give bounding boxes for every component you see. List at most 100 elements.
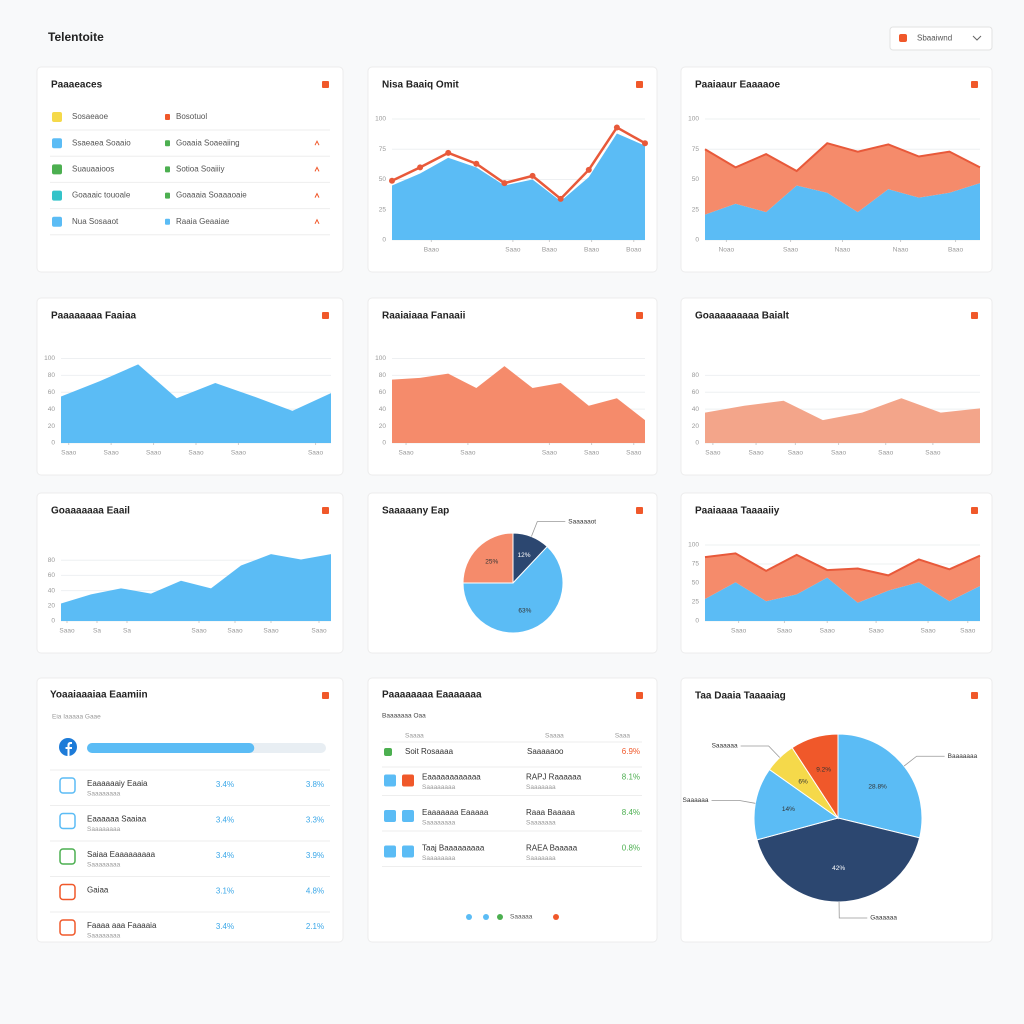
row-icon xyxy=(59,812,76,830)
dropdown[interactable] xyxy=(889,26,993,51)
y-tick-label: 25 xyxy=(692,599,700,606)
y-tick-label: 80 xyxy=(379,372,387,379)
row-value: 3.4% xyxy=(216,780,234,789)
leader-line xyxy=(711,800,756,804)
y-tick-label: 100 xyxy=(688,116,699,123)
leader-line xyxy=(740,745,781,758)
y-tick-label: 0 xyxy=(382,440,386,447)
pager-dot[interactable] xyxy=(466,914,472,920)
row-arrow xyxy=(314,192,320,198)
row-value: Sotioa Soaiiiy xyxy=(176,165,224,174)
card-menu-icon[interactable] xyxy=(636,312,643,319)
line-point xyxy=(613,124,620,131)
slice-label: 63% xyxy=(518,607,531,614)
y-tick-label: 75 xyxy=(379,146,387,153)
x-tick-label: Baao xyxy=(542,247,558,254)
row-icon xyxy=(52,216,62,227)
progress-fill xyxy=(87,743,255,753)
series-area xyxy=(705,577,980,621)
line-point xyxy=(389,177,395,184)
chart-title: Paaaaaaaa Faaiaa xyxy=(51,311,137,322)
pie-slice xyxy=(462,532,514,584)
card-menu-icon[interactable] xyxy=(322,692,329,699)
x-tick-label: Saao xyxy=(311,628,327,635)
pager-dot[interactable] xyxy=(553,914,559,920)
column-header: Saaaa xyxy=(405,733,424,740)
row-icon xyxy=(59,883,76,901)
dropdown-caret xyxy=(972,35,982,41)
slice-label: 28.8% xyxy=(868,784,887,791)
row-sub: Saaaaaaa xyxy=(526,784,556,791)
x-tick-label: Saao xyxy=(227,628,243,635)
panel-title: Yoaaiaaaiaa Eaamiin xyxy=(50,690,148,701)
slice-callout: Saaaaaa xyxy=(683,797,709,804)
y-tick-label: 80 xyxy=(48,372,56,379)
x-tick-label: Saao xyxy=(878,450,894,457)
x-tick-label: Saao xyxy=(960,628,976,635)
card-menu-icon[interactable] xyxy=(636,81,643,88)
series-line xyxy=(391,125,646,201)
y-tick-label: 60 xyxy=(48,389,56,396)
x-tick-label: Saao xyxy=(61,450,77,457)
row-icon xyxy=(52,112,62,122)
row-arrow xyxy=(314,218,320,225)
card-menu-icon[interactable] xyxy=(322,312,329,319)
pager-dot[interactable] xyxy=(483,914,489,920)
row-value: 3.4% xyxy=(216,816,234,825)
row-name: Eaaaaaa Saaiaa xyxy=(87,815,147,824)
card-menu-icon[interactable] xyxy=(636,692,643,699)
row-name: Gaiaa xyxy=(87,886,109,895)
card-menu-icon[interactable] xyxy=(322,81,329,88)
series-area xyxy=(705,553,980,603)
card-menu-icon[interactable] xyxy=(971,692,978,699)
line-point xyxy=(445,149,452,156)
row-name: Eaaaaaaaaaaaa xyxy=(422,773,481,782)
series-area xyxy=(705,143,980,215)
y-tick-label: 75 xyxy=(692,561,700,568)
row-icon xyxy=(52,164,62,175)
x-tick-label: Saao xyxy=(505,247,521,254)
x-tick-label: Saao xyxy=(705,450,721,457)
line-point xyxy=(642,140,648,147)
row-icon xyxy=(402,774,414,787)
series-area xyxy=(705,183,980,240)
pager-dot[interactable] xyxy=(497,914,503,920)
card-menu-icon[interactable] xyxy=(636,507,643,514)
y-tick-label: 20 xyxy=(379,423,387,430)
row-value: 6.9% xyxy=(622,747,640,756)
x-tick-label: Saao xyxy=(788,450,804,457)
dropdown-label[interactable]: Sbaaiwnd xyxy=(917,34,952,43)
y-tick-label: 25 xyxy=(379,206,387,213)
y-tick-label: 40 xyxy=(379,406,387,413)
row-name: Saiaa Eaaaaaaaaa xyxy=(87,850,156,859)
line-point xyxy=(585,166,592,173)
row-value: 0.8% xyxy=(622,844,640,853)
card-menu-icon[interactable] xyxy=(971,81,978,88)
row-mid: Raaa Baaaaa xyxy=(526,808,575,817)
y-tick-label: 0 xyxy=(51,440,55,447)
row-name: Soit Rosaaaa xyxy=(405,747,454,756)
y-tick-label: 100 xyxy=(688,542,699,549)
row-icon xyxy=(402,810,414,822)
y-tick-label: 0 xyxy=(695,237,699,244)
row-value: Bosotuol xyxy=(176,112,207,121)
line-point xyxy=(473,160,480,167)
leader-line xyxy=(903,755,945,767)
slice-callout: Saaaaaot xyxy=(568,518,596,525)
pie-slice xyxy=(791,733,839,820)
y-tick-label: 100 xyxy=(375,116,386,123)
line-point xyxy=(557,195,564,202)
chart-title: Paaiaaaa Taaaaiiy xyxy=(695,506,780,517)
y-tick-label: 50 xyxy=(692,580,700,587)
card-menu-icon[interactable] xyxy=(322,507,329,514)
row-icon-small xyxy=(165,192,170,199)
card-menu-icon[interactable] xyxy=(971,312,978,319)
x-tick-label: Noao xyxy=(719,247,735,254)
row-icon xyxy=(52,190,62,201)
pie-slice xyxy=(462,545,564,634)
row-sub: Saaaaaaaa xyxy=(87,826,121,833)
row-mid: RAPJ Raaaaaa xyxy=(526,773,582,782)
card-menu-icon[interactable] xyxy=(971,507,978,514)
y-tick-label: 60 xyxy=(379,389,387,396)
row-sub: Saaaaaaa xyxy=(526,820,556,827)
